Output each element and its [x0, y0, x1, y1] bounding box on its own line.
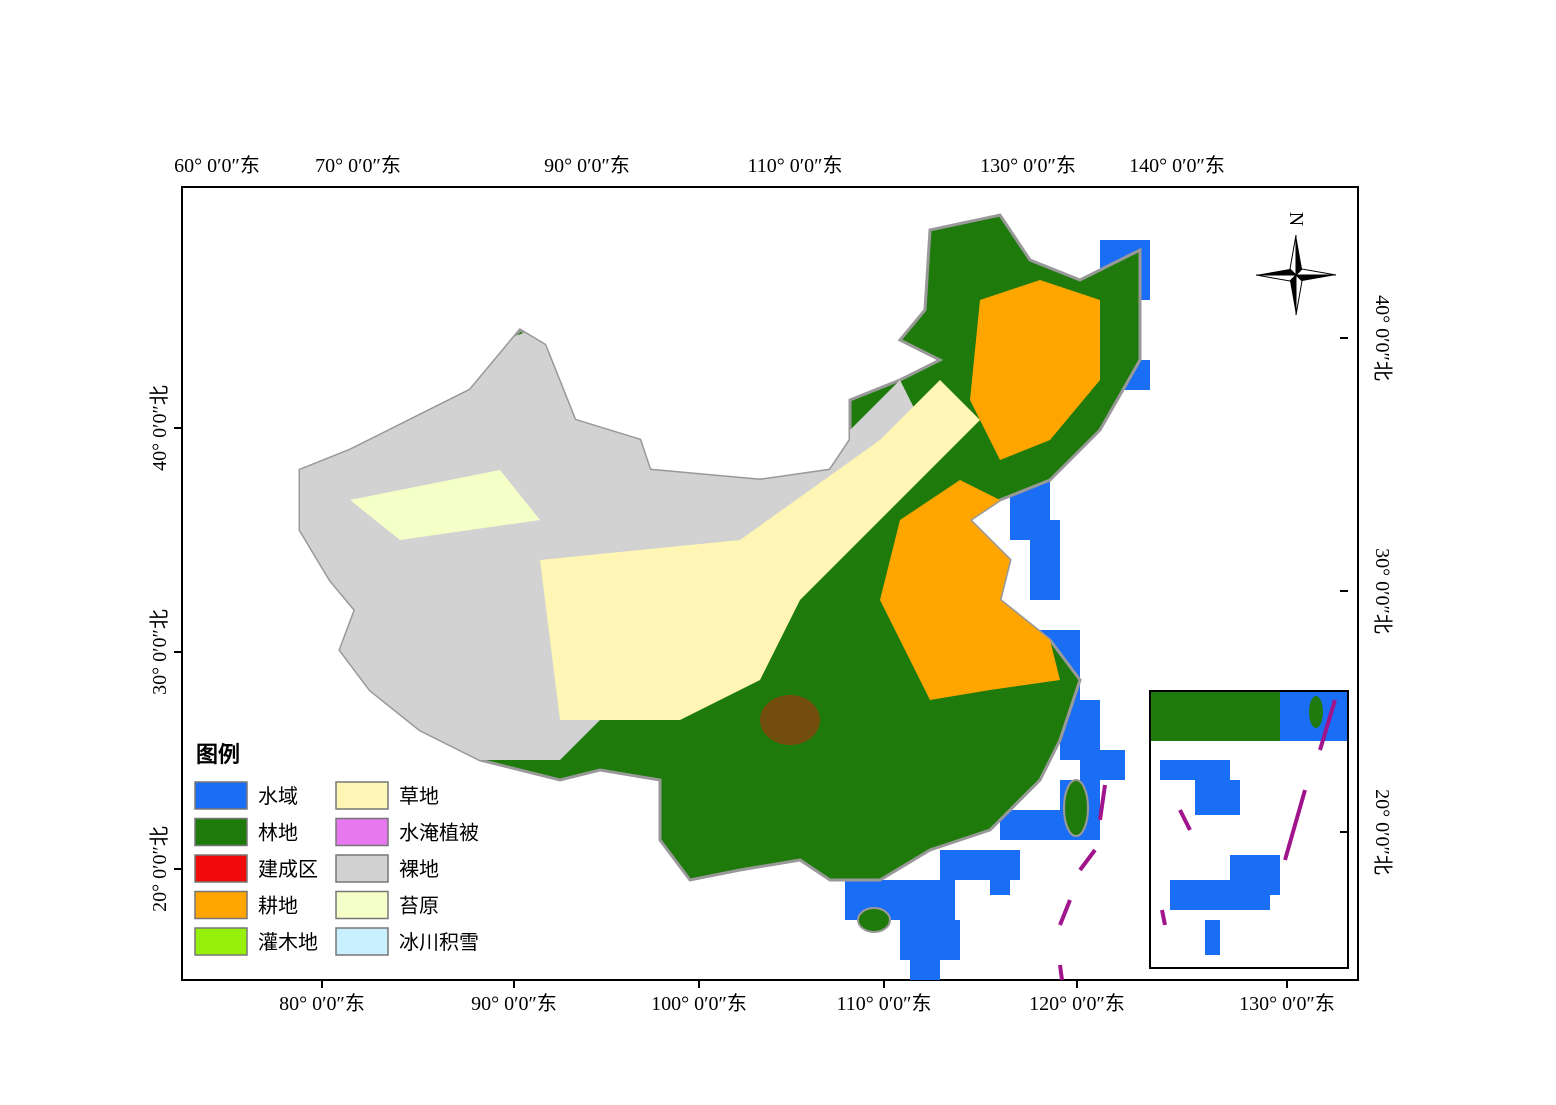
top-label: 90° 0′0″东	[544, 154, 630, 177]
legend-label: 冰川积雪	[399, 931, 479, 954]
legend-swatch	[194, 781, 248, 810]
legend-swatch	[335, 781, 389, 810]
bottom-label: 110° 0′0″东	[837, 992, 932, 1015]
bottom-label: 130° 0′0″东	[1239, 992, 1335, 1015]
top-label: 140° 0′0″东	[1129, 154, 1225, 177]
bottom-label: 120° 0′0″东	[1029, 992, 1125, 1015]
legend-swatch	[194, 854, 248, 883]
bottom-label: 90° 0′0″东	[471, 992, 557, 1015]
legend-label: 建成区	[258, 858, 318, 881]
north-arrow: N	[1255, 212, 1337, 316]
legend-swatch	[335, 854, 389, 883]
legend-label: 水淹植被	[399, 822, 479, 845]
legend-label: 灌木地	[258, 931, 318, 954]
land-cover	[298, 213, 1150, 981]
top-label: 130° 0′0″东	[980, 154, 1076, 177]
legend-swatch	[335, 817, 389, 847]
legend-label: 裸地	[399, 858, 439, 881]
right-label: 20° 0′0″北	[1371, 789, 1394, 875]
legend-swatch	[194, 927, 248, 956]
legend-label: 草地	[399, 785, 439, 808]
top-label: 110° 0′0″东	[748, 154, 843, 177]
left-label: 20° 0′0″北	[148, 826, 171, 912]
legend-swatch	[194, 890, 248, 920]
top-label: 70° 0′0″东	[315, 154, 401, 177]
legend-label: 林地	[258, 822, 298, 845]
north-label: N	[1285, 212, 1307, 226]
inset-map	[1149, 690, 1349, 969]
left-label: 40° 0′0″北	[148, 385, 171, 471]
legend-swatch	[335, 927, 389, 956]
bottom-label: 80° 0′0″东	[279, 992, 365, 1015]
legend-title: 图例	[196, 742, 240, 767]
top-label: 60° 0′0″东	[174, 154, 260, 177]
map-frame	[181, 186, 1359, 981]
legend-swatch	[335, 890, 389, 920]
bottom-label: 100° 0′0″东	[651, 992, 747, 1015]
right-label: 30° 0′0″北	[1371, 548, 1394, 634]
right-label: 40° 0′0″北	[1371, 295, 1394, 381]
left-label: 30° 0′0″北	[148, 609, 171, 695]
legend-swatch	[194, 817, 248, 847]
legend-label: 水域	[258, 785, 298, 808]
legend-label: 耕地	[258, 895, 298, 918]
legend-label: 苔原	[399, 895, 439, 918]
